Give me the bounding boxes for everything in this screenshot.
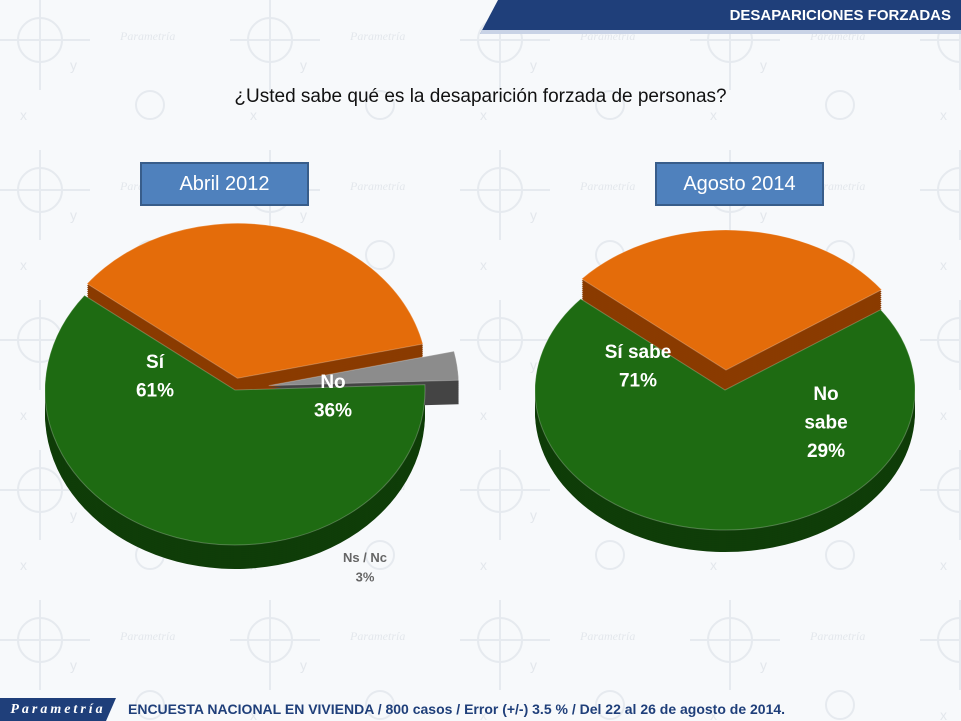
chart-title-abril-2012: Abril 2012 [140,162,309,206]
survey-question: ¿Usted sabe qué es la desaparición forza… [234,86,727,107]
pie-slice [268,350,460,387]
pie-slice [534,298,916,531]
data-label: Sí 61% [136,352,174,402]
footer: Parametría ENCUESTA NACIONAL EN VIVIENDA… [0,698,961,721]
data-label: No sabe 29% [804,384,847,462]
header-bar: DESAPARICIONES FORZADAS [480,0,961,34]
pie-slice [86,222,424,379]
chart-title-agosto-2014: Agosto 2014 [655,162,824,206]
data-label: Sí sabe 71% [605,342,672,392]
pie-slice [580,229,883,371]
footer-note: ENCUESTA NACIONAL EN VIVIENDA / 800 caso… [128,701,786,717]
pie-slice [44,294,426,546]
page-title: DESAPARICIONES FORZADAS [729,7,951,24]
data-label: Ns / Nc 3% [343,550,387,585]
data-label: No 36% [314,372,352,422]
footer-logo: Parametría [0,698,116,721]
